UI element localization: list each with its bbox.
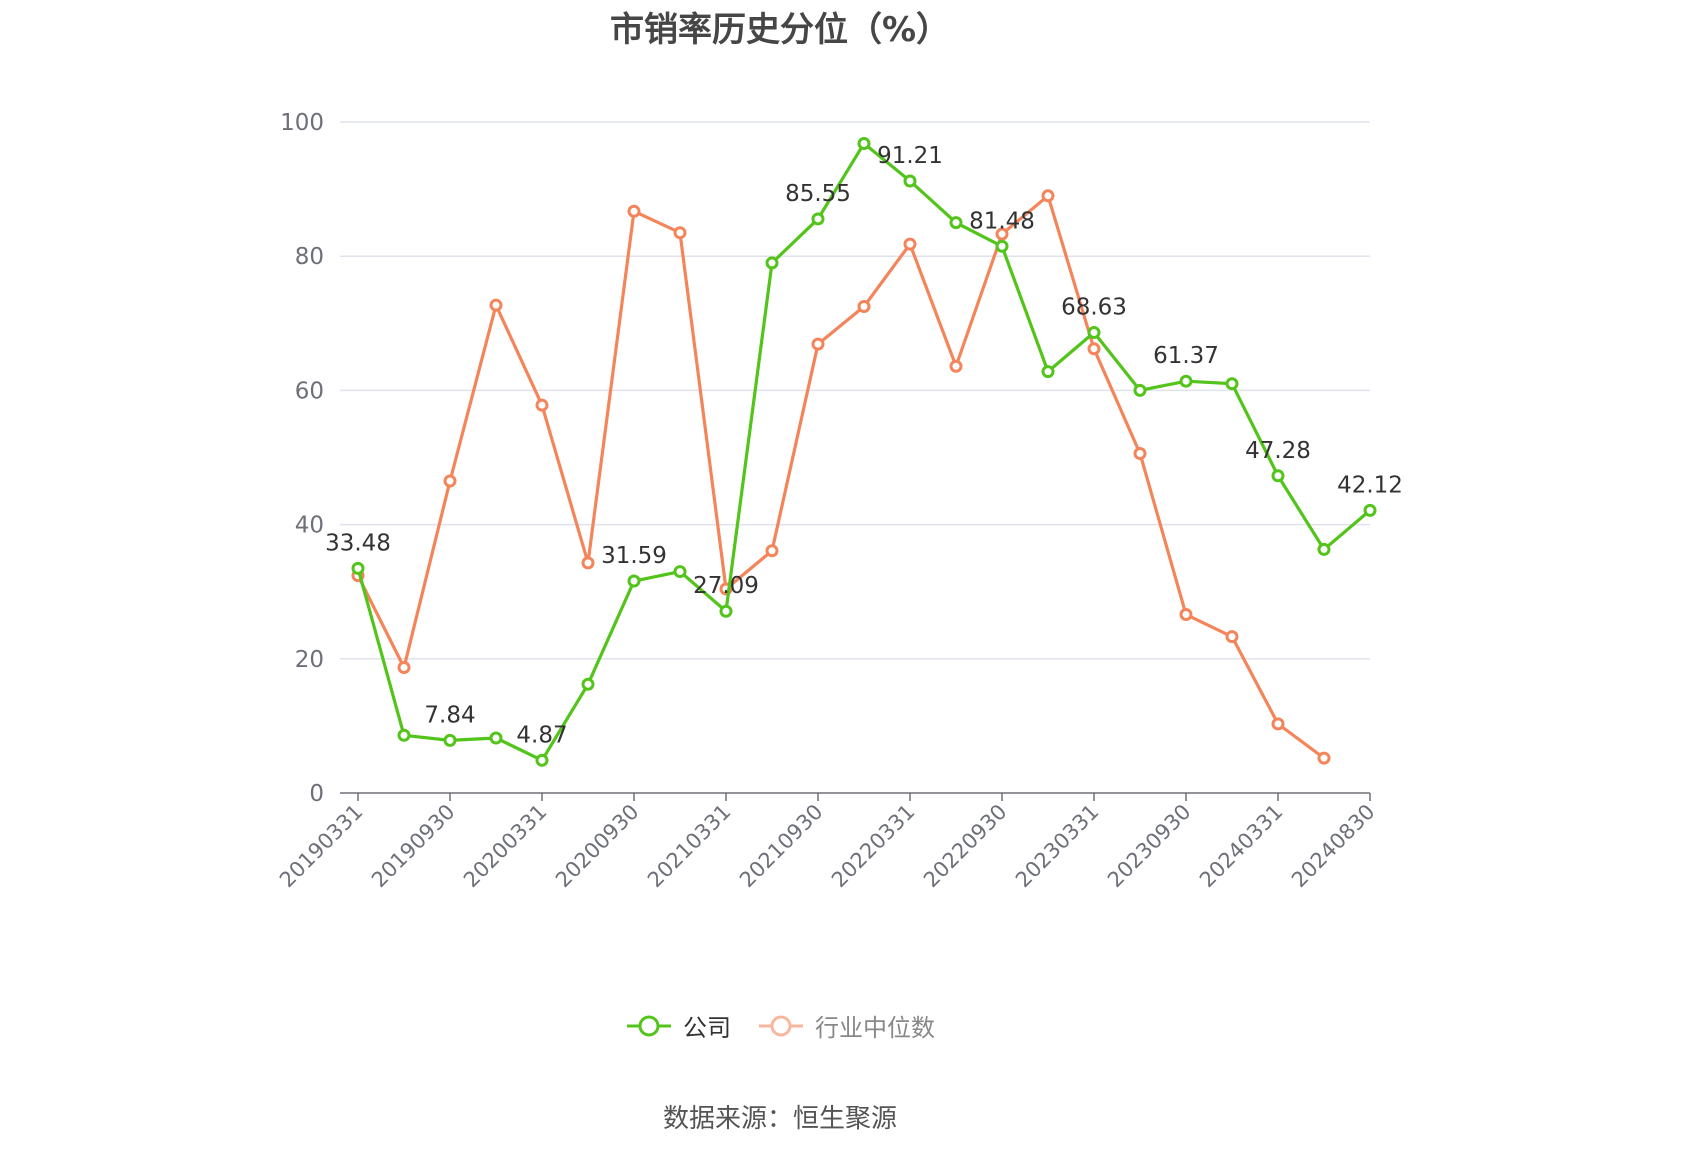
data-source: 数据来源：恒生聚源: [662, 1104, 897, 1134]
data-point-industry: [1179, 608, 1193, 622]
y-tick-label: 20: [295, 647, 324, 673]
data-point-industry: [1133, 446, 1147, 460]
data-point-industry: [857, 300, 871, 314]
x-tick-label: 20230930: [1103, 800, 1196, 893]
data-point-company: [443, 733, 457, 747]
y-tick-label: 80: [295, 244, 324, 270]
data-label: 61.37: [1153, 343, 1219, 369]
data-point-company: [535, 753, 549, 767]
data-label: 85.55: [785, 181, 851, 207]
data-label: 91.21: [877, 143, 943, 169]
data-point-company: [351, 561, 365, 575]
data-point-company: [627, 574, 641, 588]
data-label: 27.09: [693, 573, 759, 599]
data-point-company: [765, 256, 779, 270]
data-point-company: [857, 136, 871, 150]
data-point-company: [397, 728, 411, 742]
data-point-company: [1041, 365, 1055, 379]
x-tick-label: 20210331: [643, 800, 736, 893]
data-label: 33.48: [325, 530, 391, 556]
data-point-company: [489, 731, 503, 745]
x-tick-label: 20240331: [1195, 800, 1288, 893]
data-label: 31.59: [601, 543, 667, 569]
legend-company-icon: [627, 1015, 671, 1036]
x-tick-label: 20220930: [919, 800, 1012, 893]
legend-item-company[interactable]: 公司: [625, 1008, 731, 1043]
legend-industry-label: 行业中位数: [815, 1014, 935, 1042]
data-point-company: [811, 212, 825, 226]
x-tick-label: 20200331: [459, 800, 552, 893]
y-tick-label: 100: [280, 110, 324, 136]
data-point-industry: [995, 227, 1009, 241]
data-point-company: [995, 239, 1009, 253]
data-point-company: [949, 216, 963, 230]
data-point-industry: [1087, 342, 1101, 356]
data-point-industry: [397, 661, 411, 675]
data-point-industry: [811, 337, 825, 351]
x-tick-label: 20190930: [367, 800, 460, 893]
data-point-industry: [1317, 751, 1331, 765]
data-point-industry: [949, 359, 963, 373]
data-point-company: [673, 565, 687, 579]
data-label: 81.48: [969, 208, 1035, 234]
data-point-company: [903, 174, 917, 188]
x-tick-label: 20230331: [1011, 800, 1104, 893]
data-point-industry: [627, 204, 641, 218]
data-point-company: [1133, 383, 1147, 397]
data-label: 7.84: [424, 702, 475, 728]
data-label: 4.87: [516, 722, 567, 748]
data-point-company: [581, 677, 595, 691]
data-point-company: [1317, 542, 1331, 556]
data-point-company: [1271, 469, 1285, 483]
data-point-industry: [535, 398, 549, 412]
y-tick-label: 60: [295, 378, 324, 404]
y-tick-label: 0: [309, 781, 324, 807]
data-point-company: [719, 604, 733, 618]
data-point-company: [1363, 503, 1377, 517]
legend: 公司 行业中位数: [0, 1008, 1560, 1043]
legend-item-industry-median[interactable]: 行业中位数: [757, 1008, 935, 1043]
data-point-industry: [1271, 717, 1285, 731]
series-line-company: [356, 141, 1372, 762]
data-point-company: [1225, 377, 1239, 391]
data-label: 42.12: [1337, 472, 1403, 498]
data-label: 47.28: [1245, 438, 1311, 464]
data-point-industry: [1041, 189, 1055, 203]
data-point-industry: [443, 474, 457, 488]
data-point-industry: [1225, 630, 1239, 644]
data-point-industry: [489, 298, 503, 312]
data-point-industry: [765, 544, 779, 558]
x-tick-label: 20210930: [735, 800, 828, 893]
x-tick-label: 20190331: [275, 800, 368, 893]
y-tick-label: 40: [295, 513, 324, 539]
legend-industry-icon: [759, 1015, 803, 1036]
x-tick-label: 20240830: [1287, 800, 1380, 893]
data-label: 68.63: [1061, 294, 1127, 320]
x-tick-label: 20220331: [827, 800, 920, 893]
series-line-industry: [356, 194, 1325, 760]
data-point-industry: [581, 556, 595, 570]
chart-title: 市销率历史分位（%）: [609, 10, 951, 50]
data-point-industry: [673, 226, 687, 240]
data-point-company: [1179, 374, 1193, 388]
data-point-industry: [903, 237, 917, 251]
x-tick-label: 20200930: [551, 800, 644, 893]
data-point-company: [1087, 325, 1101, 339]
legend-company-label: 公司: [683, 1014, 731, 1042]
